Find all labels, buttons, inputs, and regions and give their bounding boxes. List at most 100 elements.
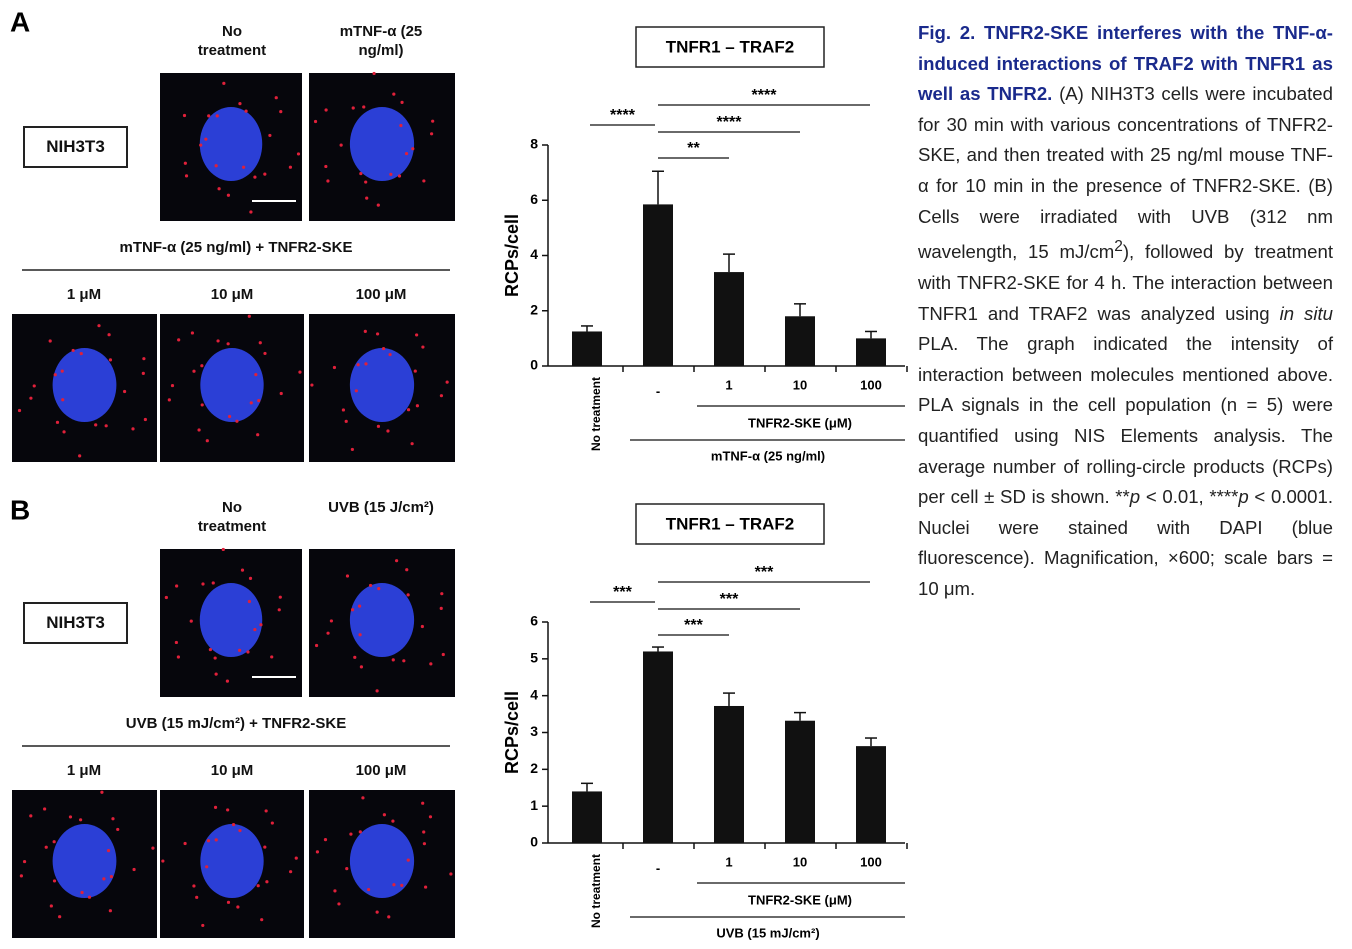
y-tick-label: 6 [530,613,538,629]
signal-dot [364,180,368,184]
signal-dot [142,357,146,361]
y-tick-label: 2 [530,301,538,317]
signal-dot [358,633,362,637]
signal-dot [132,867,136,872]
signal-dot [362,105,366,109]
signal-dot [372,71,376,76]
signal-dot [246,650,250,654]
signal-dot [195,895,199,899]
significance-label: **** [752,87,778,104]
signal-dot [17,408,22,413]
signal-dot [106,849,111,853]
signal-dot [357,604,362,608]
signal-dot [377,587,381,591]
signal-dot [388,352,392,357]
significance-label: *** [684,617,703,634]
signal-dot [248,576,253,580]
signal-dot [29,396,33,400]
signal-dot [315,850,320,854]
signal-dot [406,858,410,862]
signal-dot [249,210,253,214]
caption-italic: in situ [1279,302,1333,324]
signal-dot [363,329,367,334]
x-tick-label: 1 [725,854,732,869]
x-tick-label: No treatment [589,377,603,451]
signal-dot [49,904,53,908]
signal-dot [344,419,348,423]
signal-dot [197,428,201,432]
bar [856,338,886,366]
signal-dot [376,203,380,207]
signal-dot [225,679,230,683]
signal-dot [257,398,261,403]
signal-dot [199,143,203,147]
signal-dot [22,859,27,864]
signal-dot [381,346,386,351]
signal-dot [278,595,282,599]
signal-dot [270,655,274,659]
signal-dot [376,424,381,428]
x-tick-label: - [656,383,660,398]
signal-dot [382,813,386,817]
y-tick-label: 3 [530,723,538,739]
signal-dot [406,408,411,412]
signal-dot [440,592,444,596]
signal-dot [175,584,179,588]
signal-dot [104,424,108,428]
signal-dot [52,840,56,844]
column-label: 1 μM [66,286,102,303]
signal-dot [361,796,365,800]
signal-dot [404,151,409,156]
signal-dot [79,352,83,356]
y-tick-label: 2 [530,760,538,776]
bar [785,316,815,366]
signal-dot [108,909,112,913]
x-tick-label: - [656,860,660,875]
y-tick-label: 6 [530,191,538,207]
signal-dot [189,619,193,623]
signal-dot [80,890,84,895]
signal-dot [264,809,268,813]
signal-dot [207,114,211,118]
bar [572,331,602,366]
signal-dot [345,574,350,578]
chart-title: TNFR1 – TRAF2 [666,514,794,533]
signal-dot [111,817,115,821]
significance-label: *** [755,564,774,581]
column-label: 100 μM [355,762,407,779]
signal-dot [52,879,57,883]
bar [714,705,744,843]
signal-dot [116,827,120,832]
x-tick-label: 1 [725,377,732,392]
signal-dot [410,442,414,446]
title-box [635,503,825,545]
signal-dot [263,351,267,356]
column-label: 10 μM [210,762,254,779]
caption-title: Fig. 2. TNFR2-SKE interferes with the TN… [918,22,1333,105]
signal-dot [231,822,236,827]
signal-dot [214,672,218,676]
group-label: mTNF-α (25 ng/ml) [711,448,825,463]
panel-label: A [10,6,30,37]
signal-dot [177,338,181,342]
signal-dot [406,593,410,597]
signal-dot [183,161,187,165]
signal-dot [364,362,368,366]
signal-dot [392,883,396,887]
signal-dot [424,885,428,889]
signal-dot [359,171,363,176]
signal-dot [236,905,240,909]
signal-dot [274,96,278,100]
y-tick-label: 8 [530,136,538,152]
signal-dot [201,582,205,586]
signal-dot [107,333,111,337]
x-tick-label: 100 [860,854,882,869]
signal-dot [449,872,453,876]
signal-dot [100,790,104,794]
signal-dot [78,454,82,458]
signal-dot [270,821,274,825]
nucleus [52,824,117,899]
signal-dot [356,363,360,367]
